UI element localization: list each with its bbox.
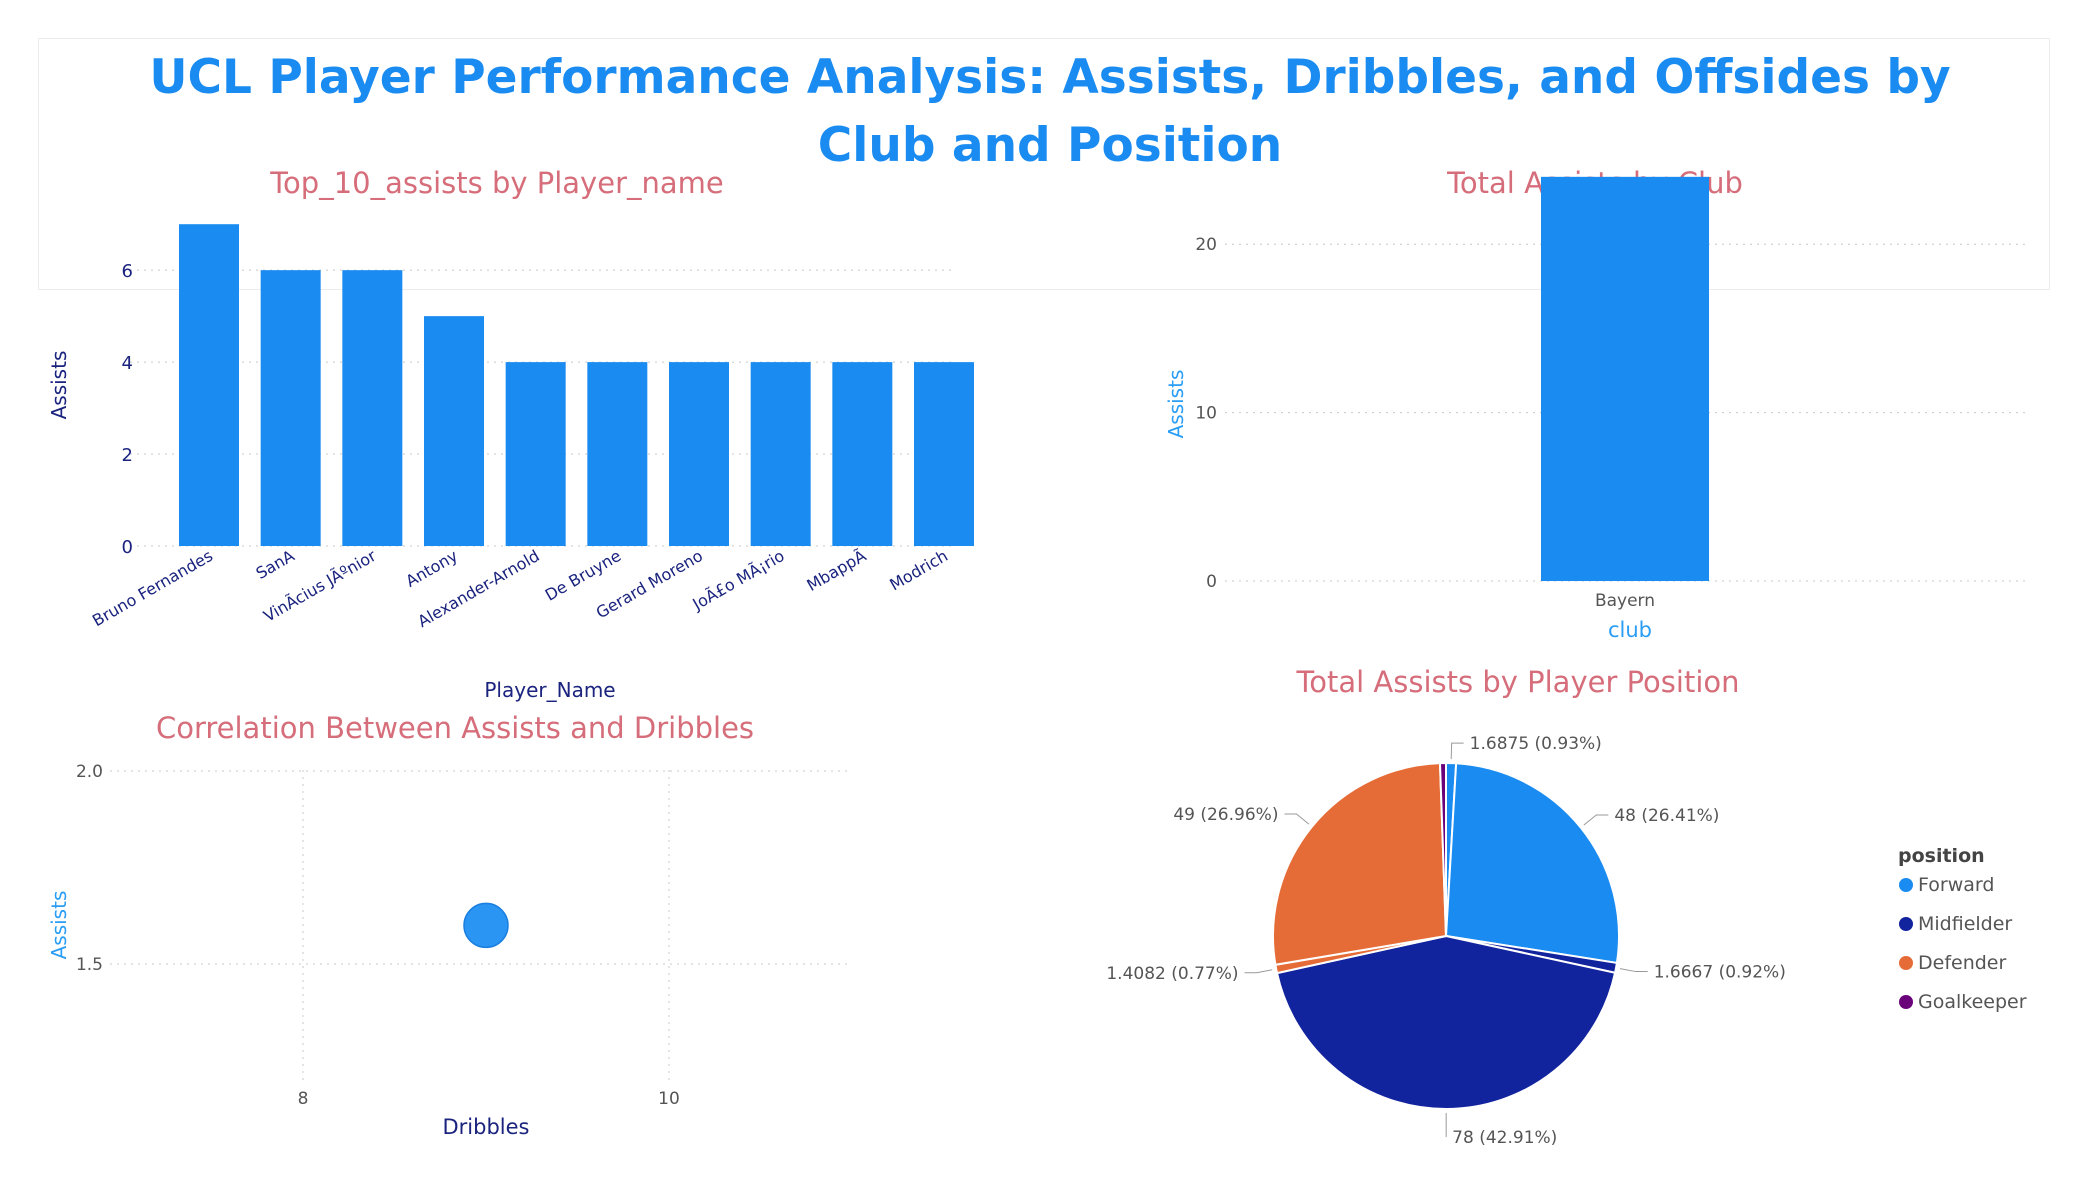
- x-tick-label: Antony: [402, 546, 461, 591]
- bar: [669, 362, 729, 546]
- y-axis-title: Assists: [47, 351, 71, 420]
- x-tick-label: 8: [298, 1089, 309, 1109]
- scatter-chart-title: Correlation Between Assists and Dribbles: [155, 711, 755, 745]
- x-axis-title: Player_Name: [484, 678, 615, 702]
- x-axis-title: club: [1608, 618, 1652, 642]
- bar: [424, 316, 484, 546]
- pie-leader-line: [1284, 813, 1310, 825]
- y-tick-label: 2: [122, 445, 133, 466]
- bar: [1541, 176, 1709, 581]
- pie-data-label: 1.6875 (0.93%): [1470, 734, 1602, 754]
- bar: [179, 224, 239, 546]
- x-tick-label: SanA: [253, 546, 298, 583]
- pie-data-label: 78 (42.91%): [1452, 1128, 1557, 1148]
- title-card: [38, 38, 2050, 290]
- legend-marker: [1899, 917, 1913, 931]
- pie-leader-line: [1619, 968, 1648, 973]
- x-tick-label: MbappÃ: [804, 546, 870, 595]
- pie-slice: [1444, 762, 1620, 965]
- bar: [260, 270, 321, 546]
- legend-item: Goalkeeper: [1918, 991, 2027, 1013]
- pie-data-label: 49 (26.96%): [1173, 805, 1278, 825]
- y-tick-label: 20: [1195, 235, 1217, 255]
- legend-marker: [1899, 995, 1913, 1009]
- x-axis-title: Dribbles: [443, 1115, 530, 1139]
- pie-leader-line: [1244, 969, 1273, 974]
- x-tick-label: 10: [658, 1089, 680, 1109]
- bar-chart-title: Top_10_assists by Player_name: [270, 166, 724, 200]
- y-axis-title: Assists: [1164, 370, 1188, 439]
- pie-leader-line: [1450, 742, 1464, 760]
- y-tick-label: 1.5: [76, 955, 103, 975]
- y-tick-label: 6: [122, 261, 133, 282]
- pie-chart-title: Total Assists by Player Position: [1296, 665, 1740, 699]
- legend-item: Midfielder: [1918, 913, 2012, 935]
- pie-slice: [1272, 762, 1448, 966]
- y-axis-title: Assists: [47, 891, 71, 960]
- y-tick-label: 0: [122, 537, 133, 558]
- bar: [750, 362, 811, 546]
- pie-data-label: 1.4082 (0.77%): [1106, 964, 1238, 984]
- x-tick-label: Bayern: [1595, 591, 1655, 611]
- bar: [832, 362, 893, 546]
- legend-item: Defender: [1918, 952, 2006, 974]
- page-title: UCL Player Performance Analysis: Assists…: [149, 50, 1951, 173]
- x-tick-label: JoÃ£o MÃ¡rio: [689, 546, 788, 614]
- pie-leader-line: [1583, 814, 1609, 826]
- y-tick-label: 10: [1195, 404, 1217, 424]
- bar: [342, 270, 403, 546]
- legend-marker: [1899, 878, 1913, 892]
- y-tick-label: 2.0: [76, 762, 103, 782]
- pie-data-label: 48 (26.41%): [1614, 806, 1719, 826]
- pie-slice: [1438, 761, 1447, 937]
- bar: [587, 362, 648, 546]
- x-tick-label: Bruno Fernandes: [89, 546, 216, 630]
- pie-data-label: 1.6667 (0.92%): [1654, 963, 1786, 983]
- legend-item: Forward: [1918, 874, 1994, 896]
- x-tick-label: Modrich: [886, 546, 951, 594]
- y-tick-label: 4: [122, 353, 133, 374]
- legend-marker: [1899, 956, 1913, 970]
- bar: [914, 362, 974, 546]
- pie-slice: [1275, 934, 1617, 1110]
- y-tick-label: 0: [1206, 572, 1217, 592]
- bar: [505, 362, 566, 546]
- legend-title: position: [1898, 845, 1985, 867]
- scatter-point: [463, 902, 509, 949]
